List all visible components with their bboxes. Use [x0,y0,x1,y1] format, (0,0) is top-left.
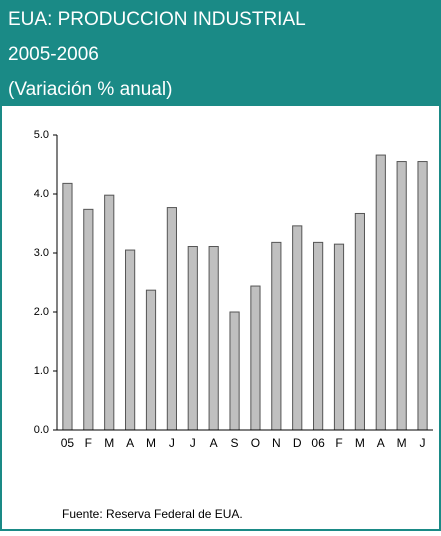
y-tick-label: 3.0 [34,247,49,259]
bar [354,212,365,431]
x-tick-label: J [420,436,426,450]
bar [166,207,177,431]
x-tick-label: 06 [311,436,325,450]
x-tick-label: F [335,436,342,450]
title-line: EUA: PRODUCCION INDUSTRIAL [8,9,306,30]
x-tick-label: M [104,436,114,450]
x-tick-label: D [293,436,302,450]
x-tick-label: M [355,436,365,450]
bar [333,243,345,431]
y-tick-label: 0.0 [34,424,49,436]
x-tick-label: J [169,436,175,450]
bar [62,182,73,431]
bar [187,246,198,431]
bar [292,225,303,431]
x-tick-label: 05 [61,436,75,450]
bar [271,241,282,431]
x-tick-label: A [210,436,218,450]
bar [229,311,240,431]
title-line: (Variación % anual) [8,79,172,100]
source-note: Fuente: Reserva Federal de EUA. [62,507,243,521]
bar [250,285,261,431]
bar [125,249,136,431]
x-tick-label: J [190,436,196,450]
bar [396,161,407,431]
title-line: 2005-2006 [8,44,99,65]
x-tick-label: N [272,436,281,450]
bar [104,194,115,431]
x-tick-label: A [126,436,134,450]
y-tick-label: 2.0 [34,306,49,318]
y-tick-label: 4.0 [34,188,49,200]
x-tick-label: S [231,436,239,450]
x-tick-label: F [85,436,92,450]
bar [208,246,219,431]
y-tick-label: 5.0 [34,129,49,141]
x-tick-label: M [397,436,407,450]
header [0,0,441,106]
x-tick-label: O [251,436,260,450]
bar [145,289,157,431]
bar [375,154,386,431]
y-tick-label: 1.0 [34,365,49,377]
x-tick-label: M [146,436,156,450]
x-tick-label: A [377,436,385,450]
bar [313,241,324,431]
bar [83,208,94,431]
bar [417,161,428,431]
